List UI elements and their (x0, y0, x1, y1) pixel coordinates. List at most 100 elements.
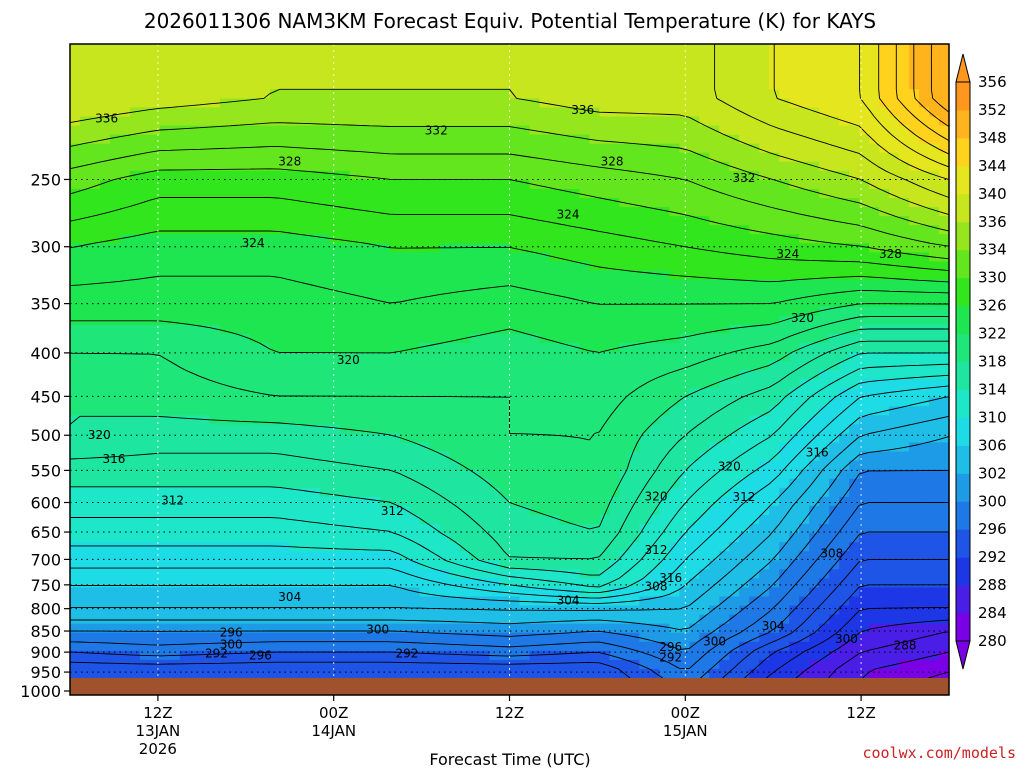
contour-cell (809, 342, 820, 353)
contour-cell (739, 533, 750, 543)
contour-cell (869, 469, 880, 480)
contour-cell (179, 442, 191, 453)
contour-cell (869, 533, 880, 543)
contour-cell (479, 243, 491, 253)
contour-cell (419, 197, 431, 208)
contour-cell (599, 487, 610, 498)
contour-cell (519, 270, 531, 281)
contour-cell (779, 216, 790, 226)
contour-cell (719, 542, 730, 552)
contour-cell (389, 415, 401, 425)
contour-cell (629, 143, 640, 154)
contour-cell (879, 415, 890, 425)
contour-cell (459, 361, 471, 371)
contour-cell (689, 71, 700, 81)
contour-cell (289, 270, 301, 281)
contour-cell (179, 542, 191, 552)
contour-cell (259, 116, 271, 127)
contour-cell (719, 44, 730, 54)
contour-cell (329, 342, 341, 353)
contour-cell (399, 143, 411, 154)
contour-cell (119, 197, 131, 208)
contour-cell (519, 451, 531, 462)
contour-cell (709, 270, 720, 281)
contour-cell (419, 379, 431, 389)
contour-cell (289, 170, 301, 181)
contour-cell (729, 469, 740, 480)
contour-cell (899, 252, 910, 262)
contour-cell (149, 179, 161, 190)
contour-cell (299, 270, 311, 281)
contour-cell (729, 225, 740, 235)
contour-cell (549, 406, 561, 416)
contour-cell (549, 143, 561, 154)
contour-cell (429, 315, 441, 326)
contour-cell (179, 324, 191, 335)
contour-cell (609, 80, 620, 90)
contour-cell (469, 170, 481, 181)
contour-cell (689, 152, 700, 163)
contour-cell (649, 442, 660, 453)
contour-cell (599, 98, 610, 108)
contour-cell (869, 451, 880, 462)
contour-cell (709, 533, 720, 543)
contour-cell (289, 53, 301, 63)
contour-cell (869, 397, 880, 407)
contour-cell (459, 524, 471, 534)
contour-cell (99, 496, 111, 507)
contour-cell (149, 152, 161, 163)
contour-cell (769, 288, 780, 299)
contour-cell (759, 424, 770, 435)
contour-cell (149, 370, 161, 380)
contour-cell (549, 125, 561, 136)
contour-cell (559, 514, 571, 525)
contour-cell (139, 44, 151, 54)
contour-cell (239, 397, 251, 407)
contour-cell (929, 197, 940, 208)
contour-cell (929, 514, 940, 525)
contour-cell (219, 324, 231, 335)
contour-cell (499, 451, 511, 462)
contour-cell (449, 252, 461, 262)
contour-cell (339, 188, 351, 199)
contour-cell (499, 197, 511, 208)
contour-cell (659, 234, 670, 244)
contour-cell (779, 161, 790, 172)
contour-cell (629, 442, 640, 453)
contour-cell (309, 270, 321, 281)
contour-cell (259, 261, 271, 272)
contour-cell (449, 161, 461, 172)
contour-cell (589, 478, 600, 489)
contour-cell (829, 315, 840, 326)
contour-cell (919, 62, 930, 72)
contour-cell (229, 297, 241, 308)
contour-cell (319, 406, 331, 416)
contour-cell (919, 225, 930, 235)
contour-cell (559, 71, 571, 81)
contour-cell (849, 542, 860, 552)
contour-cell (249, 152, 261, 163)
contour-cell (569, 505, 581, 516)
contour-cell (899, 306, 910, 317)
contour-cell (759, 53, 770, 63)
contour-cell (769, 179, 780, 190)
contour-cell (319, 478, 331, 489)
contour-cell (219, 197, 231, 208)
contour-cell (359, 478, 371, 489)
contour-cell (299, 44, 311, 54)
contour-cell (219, 98, 231, 108)
contour-cell (739, 469, 750, 480)
contour-cell (109, 361, 121, 371)
contour-cell (159, 261, 171, 272)
contour-cell (719, 116, 730, 127)
contour-cell (289, 533, 301, 543)
contour-cell (89, 188, 101, 199)
contour-cell (369, 551, 381, 561)
contour-cell (739, 53, 750, 63)
contour-cell (349, 351, 361, 362)
contour-cell (329, 116, 341, 127)
contour-cell (899, 270, 910, 281)
contour-cell (99, 406, 111, 416)
contour-cell (199, 451, 211, 462)
